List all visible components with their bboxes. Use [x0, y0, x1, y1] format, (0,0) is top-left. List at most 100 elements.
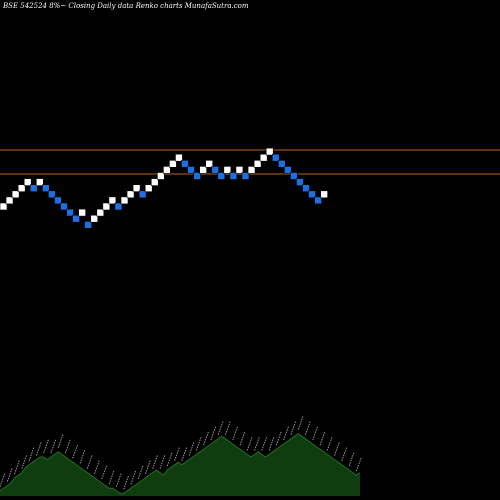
chart-title: BSE 542524 8%~ Closing Daily data Renko … [3, 2, 249, 10]
volume-label-mark [145, 459, 151, 474]
volume-label-mark [283, 425, 290, 441]
renko-brick-down [277, 160, 286, 168]
volume-label-mark [79, 449, 86, 464]
renko-brick-up [102, 202, 111, 211]
renko-brick-up [265, 147, 274, 156]
renko-brick-up [0, 202, 8, 211]
volume-label-mark [35, 441, 42, 456]
renko-bricks [0, 147, 328, 229]
renko-brick-up [169, 160, 177, 168]
renko-brick-down [241, 172, 250, 180]
renko-brick-up [205, 160, 213, 168]
volume-label-mark [225, 420, 231, 435]
volume-label-mark [152, 454, 159, 469]
volume-label-mark [210, 425, 217, 441]
renko-brick-down [229, 172, 238, 180]
renko-brick-down [54, 196, 62, 205]
renko-brick-down [48, 190, 56, 199]
renko-brick-down [72, 214, 80, 223]
renko-brick-up [150, 178, 159, 186]
volume-label-mark [14, 459, 20, 474]
renko-brick-down [114, 202, 123, 211]
renko-brick-up [78, 208, 86, 217]
renko-brick-up [320, 190, 328, 199]
renko-brick-down [60, 202, 68, 211]
renko-brick-up [126, 190, 135, 199]
volume-label-mark [297, 415, 304, 430]
volume-label-mark [239, 431, 246, 446]
volume-label-mark [174, 446, 180, 461]
volume-label-mark [115, 472, 122, 487]
renko-brick-up [247, 166, 256, 174]
volume-label-mark [159, 454, 166, 469]
volume-label-mark [28, 446, 35, 461]
renko-brick-down [314, 196, 322, 205]
volume-label-mark [355, 457, 362, 472]
renko-brick-up [108, 196, 117, 205]
renko-brick-down [211, 166, 220, 174]
volume-label-mark [130, 470, 137, 485]
renko-brick-up [11, 190, 20, 199]
volume-label-mark [43, 438, 50, 454]
renko-brick-up [223, 166, 232, 174]
renko-brick-down [181, 160, 189, 168]
volume-area [0, 433, 360, 496]
renko-brick-down [271, 153, 280, 162]
renko-brick-up [132, 184, 141, 192]
renko-brick-up [17, 184, 26, 192]
volume-label-mark [290, 420, 297, 435]
volume-label-mark [254, 436, 260, 451]
volume-label-mark [181, 446, 188, 461]
volume-label-mark [305, 420, 311, 435]
volume-label-mark [203, 431, 210, 446]
renko-brick-down [290, 172, 298, 180]
renko-brick-up [253, 160, 262, 168]
renko-brick-down [296, 178, 304, 186]
volume-label-mark [275, 431, 282, 446]
renko-brick-up [157, 172, 165, 180]
volume-label-mark [195, 436, 202, 451]
volume-label-mark [341, 446, 348, 461]
renko-brick-up [163, 166, 171, 174]
renko-brick-up [259, 153, 268, 162]
volume-label-mark [137, 464, 144, 480]
renko-brick-down [138, 190, 147, 199]
volume-label-mark [319, 431, 326, 446]
renko-brick-up [175, 153, 183, 162]
renko-brick-down [284, 166, 292, 174]
renko-brick-down [66, 208, 74, 217]
renko-brick-down [217, 172, 226, 180]
volume-label-mark [86, 454, 93, 469]
volume-label-mark [268, 436, 275, 451]
volume-label-mark [50, 438, 57, 454]
volume-label-mark [348, 451, 355, 467]
renko-brick-up [5, 196, 14, 205]
renko-brick-down [308, 190, 316, 199]
renko-brick-up [90, 214, 99, 223]
renko-brick-down [42, 184, 50, 192]
renko-brick-up [199, 166, 207, 174]
renko-brick-up [23, 178, 32, 186]
volume-label-mark [65, 438, 71, 454]
volume-label-mark [334, 441, 340, 456]
volume-label-mark [232, 425, 239, 441]
renko-brick-down [84, 221, 92, 229]
volume-label-mark [246, 436, 253, 451]
volume-label-mark [6, 467, 13, 482]
renko-brick-down [29, 184, 38, 192]
volume-label-mark [72, 444, 79, 459]
volume-label-mark [217, 420, 224, 435]
volume-label-mark [261, 436, 268, 451]
volume-label-mark [94, 459, 100, 474]
volume-label-mark [326, 436, 333, 451]
renko-brick-down [302, 184, 310, 192]
volume-label-mark [57, 433, 64, 448]
volume-label-mark [188, 441, 195, 456]
volume-label-mark [123, 475, 130, 490]
renko-brick-up [35, 178, 44, 186]
renko-brick-up [120, 196, 129, 205]
volume-label-mark [166, 451, 173, 467]
volume-label-mark [312, 425, 319, 441]
